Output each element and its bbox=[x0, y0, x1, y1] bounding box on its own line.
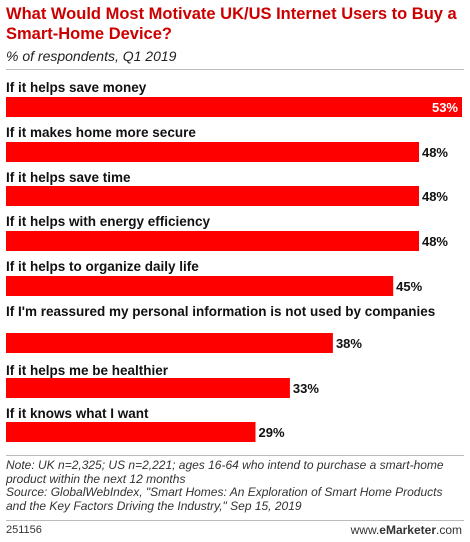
brand-name: eMarketer bbox=[379, 523, 436, 537]
category-label: If it helps with energy efficiency bbox=[6, 214, 211, 229]
chart-id: 251156 bbox=[6, 524, 42, 536]
bar bbox=[6, 333, 333, 353]
value-label: 33% bbox=[293, 381, 319, 396]
brand-suffix: .com bbox=[435, 523, 462, 537]
value-label: 29% bbox=[259, 425, 285, 440]
value-label: 48% bbox=[422, 234, 448, 249]
category-label: If it helps save money bbox=[6, 80, 147, 95]
value-label: 53% bbox=[432, 100, 458, 115]
note-divider bbox=[6, 455, 464, 456]
chart-subtitle: % of respondents, Q1 2019 bbox=[6, 48, 177, 64]
bar bbox=[6, 231, 419, 251]
bar bbox=[6, 378, 290, 398]
brand-credit: www.eMarketer.com bbox=[351, 523, 462, 537]
top-divider bbox=[6, 69, 464, 70]
bar-chart: 53% 48% 48% 48% 45% 38% 33% 29% bbox=[6, 97, 462, 442]
category-label: If it helps me be healthier bbox=[6, 363, 169, 378]
category-label: If it makes home more secure bbox=[6, 125, 196, 140]
value-label: 48% bbox=[422, 145, 448, 160]
value-label: 38% bbox=[336, 336, 362, 351]
footnote-source: Source: GlobalWebIndex, "Smart Homes: An… bbox=[6, 485, 443, 513]
bottom-divider bbox=[6, 520, 464, 521]
category-label: If it helps to organize daily life bbox=[6, 259, 199, 274]
bar bbox=[6, 142, 419, 162]
brand-prefix: www. bbox=[350, 523, 380, 537]
category-label: If I'm reassured my personal information… bbox=[6, 304, 436, 319]
bar bbox=[6, 276, 394, 296]
category-label: If it helps save time bbox=[6, 170, 131, 185]
category-label: If it knows what I want bbox=[6, 406, 149, 421]
footnote-block: Note: UK n=2,325; US n=2,221; ages 16-64… bbox=[6, 458, 456, 513]
bar bbox=[6, 186, 419, 206]
value-label: 45% bbox=[396, 279, 422, 294]
bar bbox=[6, 97, 462, 117]
bar bbox=[6, 422, 256, 442]
footnote-note: Note: UK n=2,325; US n=2,221; ages 16-64… bbox=[6, 458, 444, 486]
chart-title: What Would Most Motivate UK/US Internet … bbox=[6, 5, 457, 43]
value-label: 48% bbox=[422, 189, 448, 204]
